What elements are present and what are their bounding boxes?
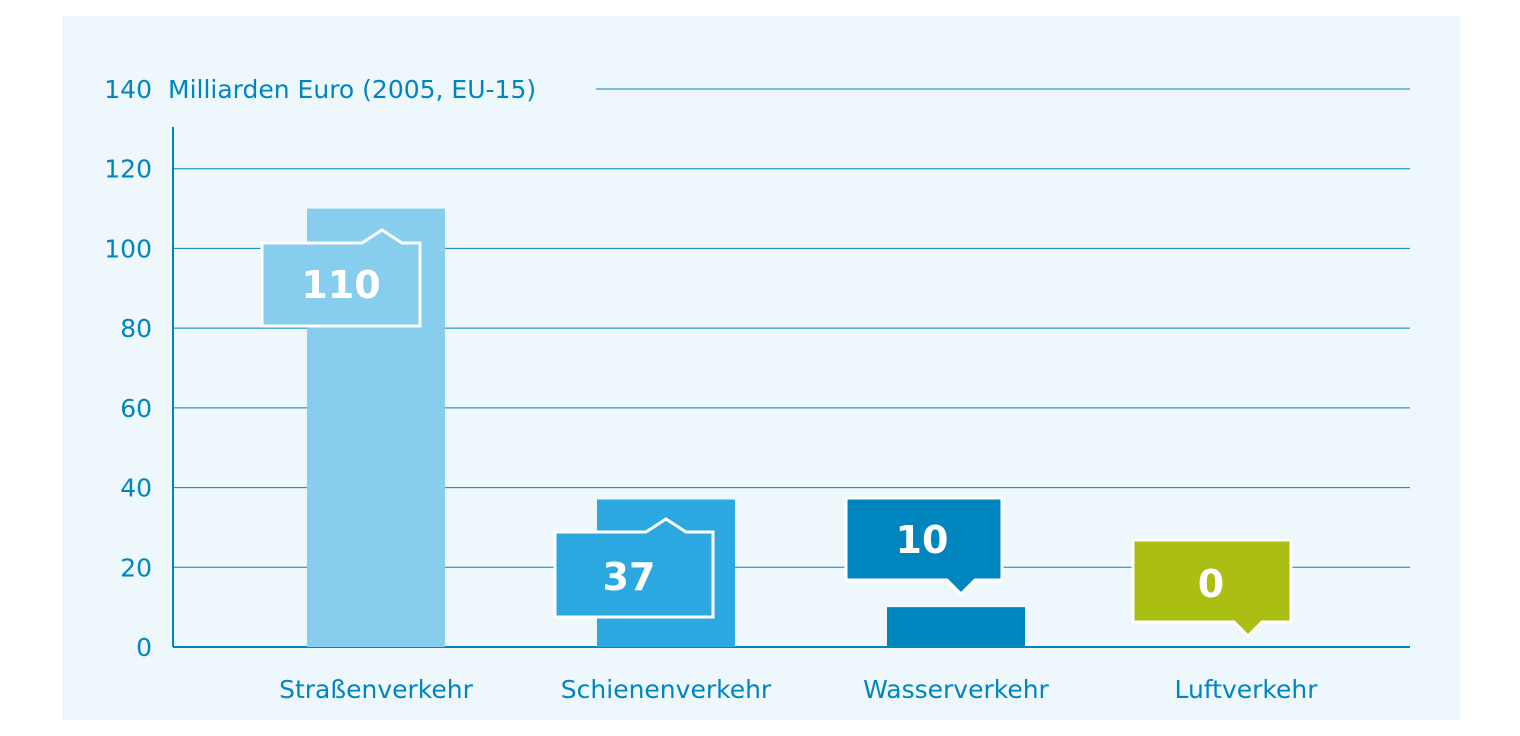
data-label: 10 <box>896 518 949 562</box>
x-category-label: Wasserverkehr <box>863 675 1049 704</box>
y-tick-label: 140 <box>104 75 152 104</box>
data-label-box <box>1131 538 1293 639</box>
x-category-label: Straßenverkehr <box>279 675 474 704</box>
y-tick-label: 20 <box>120 553 152 582</box>
y-tick-label: 40 <box>120 474 152 503</box>
y-tick-label: 0 <box>136 633 152 662</box>
chart-panel: 0 20 40 60 80 100 120 140 Milliarden Euro (2005,… <box>62 16 1460 720</box>
bar-3 <box>887 607 1025 647</box>
y-tick-label: 60 <box>120 394 152 423</box>
y-tick-label: 80 <box>120 314 152 343</box>
data-label-box <box>260 228 422 328</box>
y-tick-label: 100 <box>104 234 152 263</box>
x-category-label: Schienenverkehr <box>561 675 772 704</box>
data-label-box <box>844 496 1004 597</box>
data-label: 0 <box>1198 562 1224 606</box>
data-label-box <box>553 517 715 619</box>
y-tick-label: 120 <box>104 155 152 184</box>
data-label: 110 <box>301 263 380 307</box>
x-category-label: Luftverkehr <box>1174 675 1318 704</box>
y-axis-unit-label: Milliarden Euro (2005, EU-15) <box>168 75 536 104</box>
data-label: 37 <box>603 555 656 599</box>
